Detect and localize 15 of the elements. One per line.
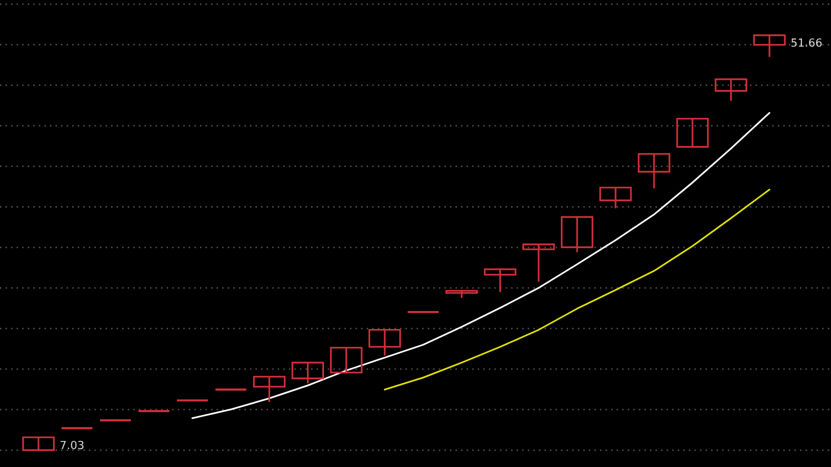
annotation: 7.03 <box>60 440 84 450</box>
candlestick <box>522 244 555 283</box>
candlestick <box>253 376 286 403</box>
candlestick <box>484 268 516 293</box>
candlestick <box>599 186 632 210</box>
candlestick <box>753 34 786 58</box>
candlestick <box>292 362 324 384</box>
candlestick <box>638 153 670 190</box>
candlestick <box>714 78 748 102</box>
candlestick <box>330 346 362 374</box>
candlestick <box>368 328 401 356</box>
candlestick <box>676 118 709 148</box>
text: 51.66 <box>791 38 822 47</box>
candlestick <box>22 436 55 451</box>
candlestick <box>560 216 594 254</box>
